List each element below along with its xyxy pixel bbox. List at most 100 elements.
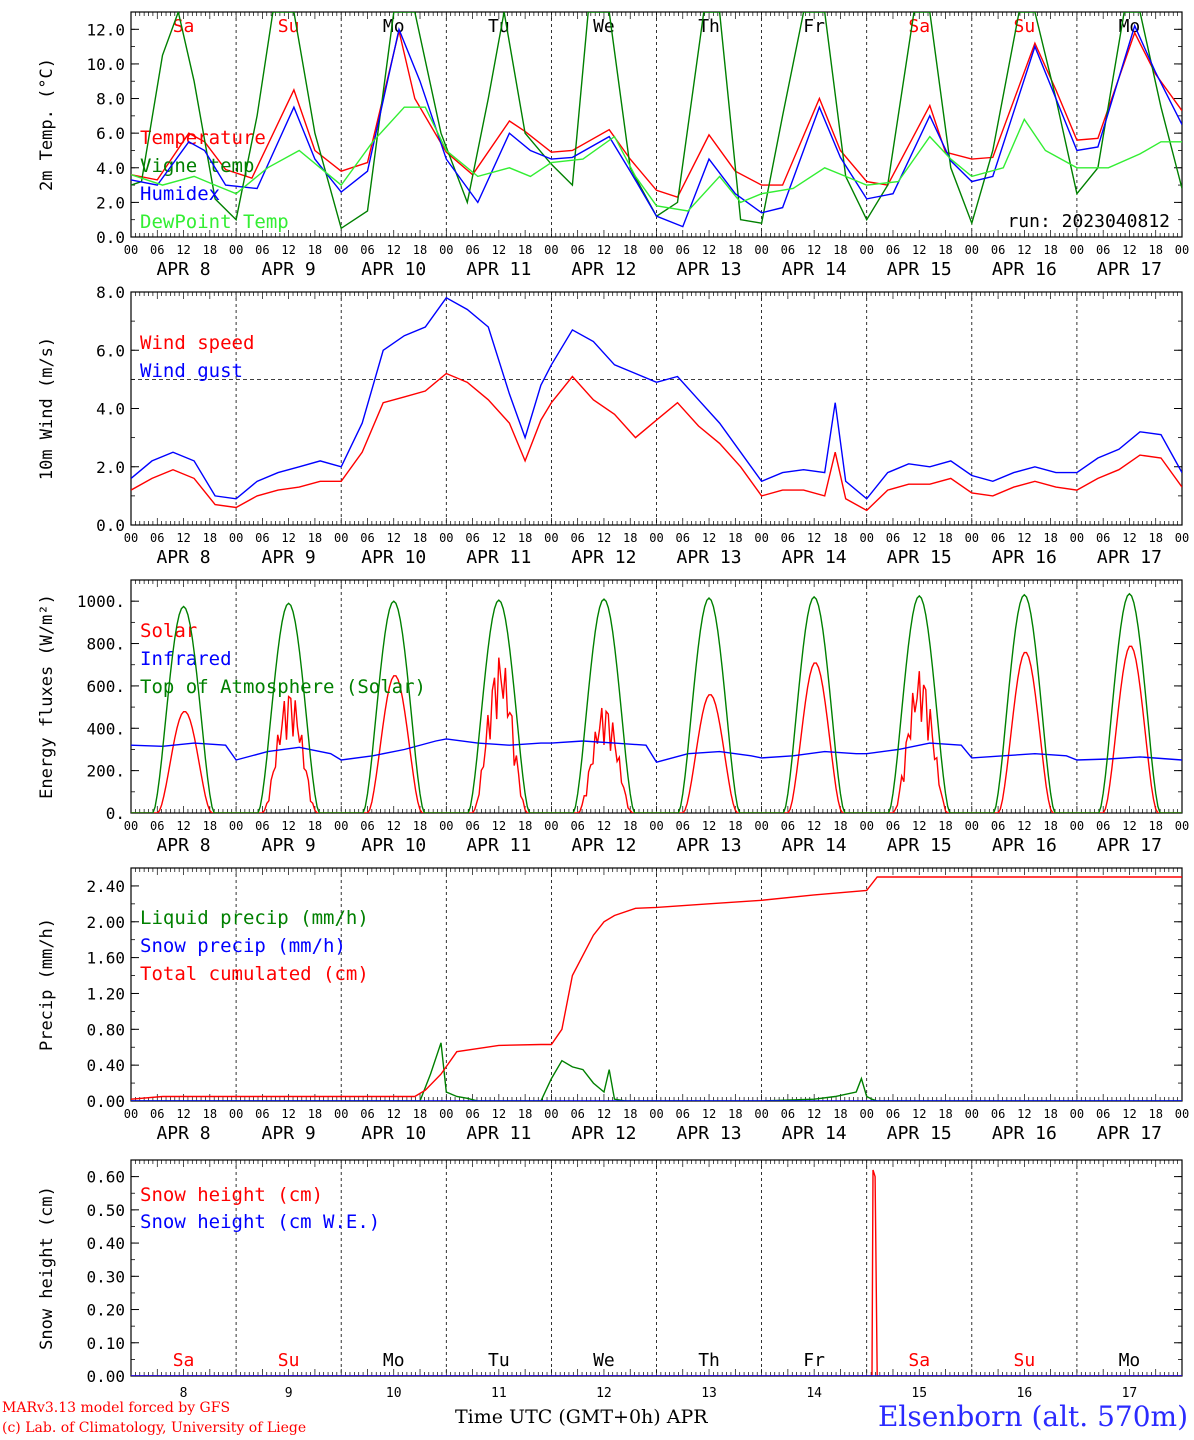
x-hour-label: 06 (255, 531, 269, 545)
x-date-label: APR 8 (156, 259, 210, 280)
x-hour-label: 12 (1017, 1107, 1031, 1121)
weekday-label: Mo (383, 1350, 405, 1371)
x-date-label: APR 17 (1097, 1123, 1162, 1144)
y-tick-label: 0.30 (86, 1267, 125, 1286)
x-hour-label: 06 (991, 243, 1005, 257)
weekday-label: Su (278, 1350, 300, 1371)
y-tick-label: 0.40 (86, 1234, 125, 1253)
x-hour-label: 06 (1096, 1107, 1110, 1121)
x-date-label: 16 (1017, 1386, 1033, 1401)
x-hour-label: 00 (649, 819, 663, 833)
x-date-label: 8 (180, 1386, 188, 1401)
y-tick-label: 0.20 (86, 1301, 125, 1320)
x-hour-label: 00 (859, 1107, 873, 1121)
x-hour-label: 12 (1017, 531, 1031, 545)
y-axis-label: Snow height (cm) (37, 1186, 57, 1350)
x-hour-label: 18 (833, 819, 847, 833)
x-hour-label: 12 (807, 1107, 821, 1121)
x-hour-label: 06 (465, 243, 479, 257)
x-hour-label: 06 (570, 1107, 584, 1121)
x-hour-label: 06 (465, 819, 479, 833)
y-tick-label: 6.0 (96, 341, 125, 360)
x-hour-label: 18 (308, 243, 322, 257)
series-line-total-cumulated-cm- (131, 876, 1182, 1100)
x-hour-label: 12 (387, 243, 401, 257)
x-hour-label: 00 (649, 243, 663, 257)
x-hour-label: 06 (1096, 531, 1110, 545)
x-hour-label: 00 (1070, 819, 1084, 833)
legend-entry: Total cumulated (cm) (140, 963, 369, 985)
x-hour-label: 06 (781, 819, 795, 833)
x-hour-label: 18 (518, 1107, 532, 1121)
x-hour-label: 12 (912, 531, 926, 545)
legend-entry: Vigne temp (140, 155, 254, 177)
x-hour-label: 18 (203, 531, 217, 545)
y-tick-label: 8.0 (96, 90, 125, 109)
x-hour-label: 00 (544, 819, 558, 833)
x-date-label: APR 14 (782, 259, 847, 280)
panel-4: 0.00 0.40 0.80 1.20 1.60 2.00 2.40 Precip (mm/h… (37, 867, 1189, 1144)
series-line-dewpoint-temp (131, 106, 1182, 212)
x-hour-label: 00 (124, 531, 138, 545)
y-tick-label: 0.10 (86, 1334, 125, 1353)
x-date-label: APR 16 (992, 1123, 1057, 1144)
y-tick-label: 800. (86, 635, 125, 654)
x-hour-label: 12 (1122, 819, 1136, 833)
y-tick-label: 0.0 (96, 516, 125, 535)
x-hour-label: 12 (176, 531, 190, 545)
x-hour-label: 18 (308, 819, 322, 833)
x-hour-label: 06 (781, 1107, 795, 1121)
x-hour-label: 00 (859, 819, 873, 833)
x-hour-label: 12 (1017, 819, 1031, 833)
x-hour-label: 00 (124, 243, 138, 257)
series-line-wind-speed (131, 372, 1182, 512)
y-tick-label: 0. (106, 804, 125, 823)
x-hour-label: 00 (859, 531, 873, 545)
x-hour-label: 18 (518, 819, 532, 833)
x-hour-label: 00 (1175, 819, 1189, 833)
x-date-label: APR 16 (992, 835, 1057, 856)
series-line-liquid-precip-mm-h- (131, 1042, 1182, 1101)
x-hour-label: 12 (702, 243, 716, 257)
series-line-temperature (131, 30, 1182, 199)
x-hour-label: 12 (387, 1107, 401, 1121)
x-date-label: APR 11 (466, 835, 531, 856)
x-axis-title: Time UTC (GMT+0h) APR (455, 1406, 708, 1428)
y-tick-label: 12.0 (86, 20, 125, 39)
x-hour-label: 06 (991, 1107, 1005, 1121)
x-hour-label: 18 (518, 531, 532, 545)
x-hour-label: 18 (203, 819, 217, 833)
x-hour-label: 06 (360, 531, 374, 545)
x-hour-label: 06 (676, 243, 690, 257)
x-hour-label: 18 (1043, 243, 1057, 257)
x-hour-label: 18 (938, 1107, 952, 1121)
plot-frame (130, 11, 1183, 238)
x-hour-label: 18 (728, 819, 742, 833)
y-tick-label: 6.0 (96, 124, 125, 143)
x-hour-label: 18 (203, 1107, 217, 1121)
y-tick-label: 0.00 (86, 1092, 125, 1111)
y-tick-label: 400. (86, 719, 125, 738)
weekday-label: Sa (173, 1350, 195, 1371)
x-hour-label: 00 (754, 1107, 768, 1121)
x-hour-label: 06 (255, 819, 269, 833)
x-hour-label: 00 (1175, 243, 1189, 257)
x-date-label: APR 13 (677, 547, 742, 568)
y-tick-label: 4.0 (96, 400, 125, 419)
x-hour-label: 00 (754, 243, 768, 257)
x-hour-label: 06 (1096, 819, 1110, 833)
x-date-label: APR 16 (992, 259, 1057, 280)
y-tick-label: 2.0 (96, 458, 125, 477)
y-tick-label: 2.0 (96, 193, 125, 212)
y-tick-label: 1.60 (86, 949, 125, 968)
weekday-label: Fr (803, 1350, 825, 1371)
x-date-label: APR 10 (361, 835, 426, 856)
x-date-label: 14 (806, 1386, 822, 1401)
x-hour-label: 18 (833, 1107, 847, 1121)
x-hour-label: 00 (754, 531, 768, 545)
x-hour-label: 12 (492, 243, 506, 257)
x-date-label: APR 17 (1097, 259, 1162, 280)
x-hour-label: 18 (1148, 531, 1162, 545)
x-hour-label: 06 (886, 819, 900, 833)
x-date-label: APR 17 (1097, 835, 1162, 856)
